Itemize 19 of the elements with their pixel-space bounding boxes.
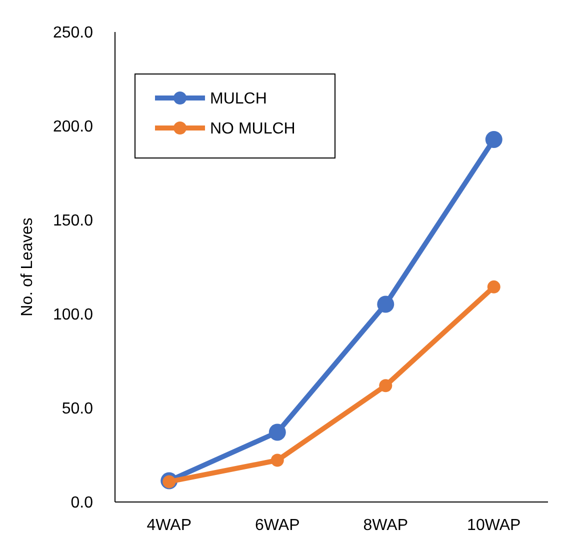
y-tick-label: 200.0 (52, 118, 94, 136)
y-tick-label: 50.0 (62, 400, 94, 418)
point (268, 424, 286, 441)
y-axis-title: No. of Leaves (19, 218, 36, 316)
x-tick-label: 6WAP (255, 517, 300, 534)
x-tick-label: 4WAP (146, 517, 192, 534)
x-tick-label: 8WAP (363, 517, 408, 534)
y-tick-label: 100.0 (52, 306, 94, 324)
y-tick-label: 250.0 (52, 24, 94, 42)
point (485, 131, 502, 148)
point (377, 296, 394, 313)
legend-label: MULCH (210, 90, 267, 108)
y-tick-label: 0.0 (70, 494, 94, 512)
point (270, 454, 284, 467)
x-tick-label: 10WAP (467, 517, 521, 534)
point (487, 280, 500, 294)
y-tick-label: 150.0 (52, 212, 94, 230)
legend-label: NO MULCH (210, 120, 296, 138)
point (379, 379, 392, 392)
